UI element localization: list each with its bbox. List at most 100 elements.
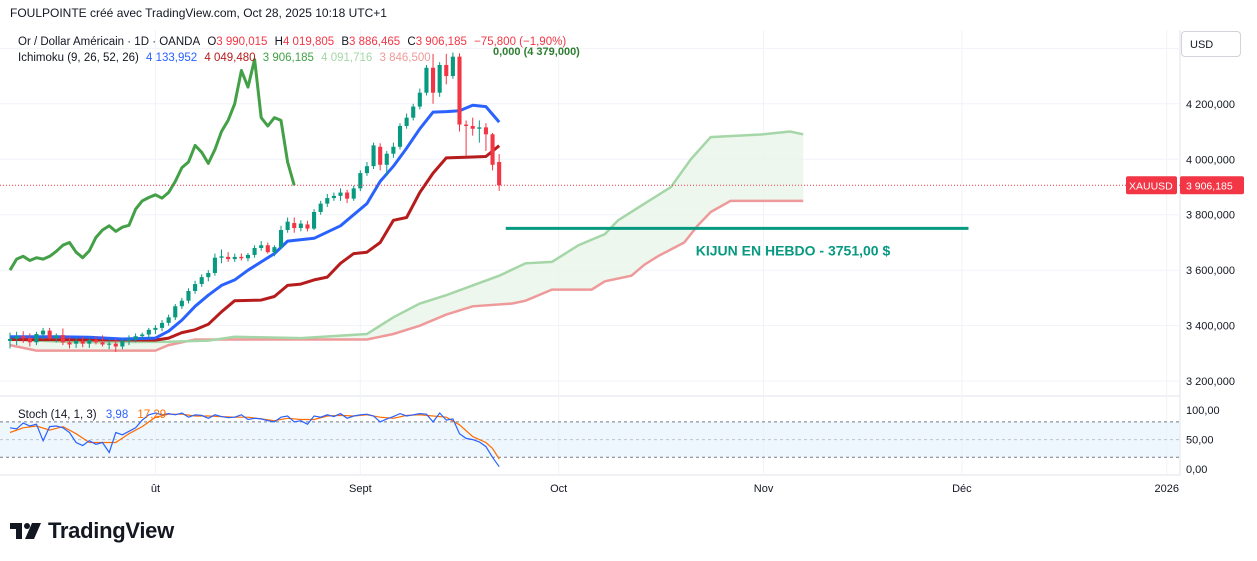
price-legend: Or / Dollar Américain · 1D · OANDA O3 99… xyxy=(18,36,570,48)
y-tick-label: 3 600,000 xyxy=(1186,265,1235,277)
candle-body xyxy=(371,145,376,167)
candle-body xyxy=(7,338,13,341)
change-value: −75,800 (−1,90%) xyxy=(474,36,567,48)
candle-body xyxy=(186,290,191,301)
candle-body xyxy=(312,211,317,229)
lagging-span-line xyxy=(8,57,296,271)
candle-body xyxy=(378,146,383,165)
open-number: 3 990,015 xyxy=(216,36,268,48)
candle-body xyxy=(140,334,145,337)
candle-body xyxy=(477,127,482,129)
candle-body xyxy=(470,125,475,129)
ichimoku-cloud xyxy=(10,131,804,351)
candle-body xyxy=(457,56,462,125)
x-tick-label: Nov xyxy=(754,483,774,495)
high-label: H xyxy=(274,36,283,48)
symbol-badge-label: XAUUSD xyxy=(1129,180,1173,192)
x-tick-label: ût xyxy=(151,483,160,495)
close-label: C xyxy=(407,36,416,48)
candle-body xyxy=(490,134,495,165)
x-tick-label: 2026 xyxy=(1155,483,1179,495)
candle-body xyxy=(265,245,270,253)
candle-body xyxy=(497,162,502,186)
candle-body xyxy=(338,192,343,196)
price-badge xyxy=(1180,176,1244,195)
candle-body xyxy=(199,277,204,285)
candle-body xyxy=(166,317,171,323)
candle-body xyxy=(252,248,257,255)
leading-span-b-line xyxy=(9,199,804,352)
y-tick-label: 3 400,000 xyxy=(1186,321,1235,333)
candle-body xyxy=(14,336,19,339)
candle-body xyxy=(226,256,231,260)
candle-body xyxy=(245,254,251,259)
chart-header: FOULPOINTE créé avec TradingView.com, Oc… xyxy=(10,6,387,20)
ichimoku-value-1: 4 133,952 xyxy=(146,52,198,64)
stoch-d-value: 17,29 xyxy=(137,409,167,421)
candle-body xyxy=(444,64,449,77)
candle-body xyxy=(54,335,59,339)
x-tick-label: Sept xyxy=(349,483,372,495)
brand-name: TradingView xyxy=(48,518,174,543)
candle-body xyxy=(424,67,429,93)
base-line xyxy=(9,144,501,342)
tradingview-logo: TradingView xyxy=(10,518,174,544)
ichimoku-label: Ichimoku (9, 26, 52, 26) xyxy=(18,52,139,64)
candle-body xyxy=(305,224,310,229)
candle-body xyxy=(292,223,297,229)
ichimoku-legend: Ichimoku (9, 26, 52, 26) 4 133,952 4 049… xyxy=(18,52,435,64)
stoch-y-tick-label: 50,00 xyxy=(1186,435,1214,447)
candle-body xyxy=(67,342,72,345)
symbol-badge xyxy=(1126,176,1177,195)
candle-body xyxy=(325,198,330,204)
candle-body xyxy=(431,67,436,93)
conversion-line xyxy=(10,103,501,341)
candle-body xyxy=(404,117,409,126)
y-tick-label: 3 200,000 xyxy=(1186,376,1235,388)
stoch-k-value: 3,98 xyxy=(105,409,129,421)
candle-body xyxy=(259,245,264,249)
candle-body xyxy=(159,322,165,328)
low-number: 3 886,465 xyxy=(349,36,401,48)
candle-body xyxy=(239,256,244,259)
x-tick-label: Oct xyxy=(550,483,567,495)
kijun-annotation: KIJUN EN HEBDO - 3751,00 $ xyxy=(696,242,891,258)
ichimoku-value-4: 4 091,716 xyxy=(321,52,373,64)
high-value: H4 019,805 xyxy=(275,36,334,48)
candle-body xyxy=(345,192,350,199)
y-tick-label: 4 000,000 xyxy=(1186,154,1235,166)
open-value: O3 990,015 xyxy=(207,36,267,48)
candle-body xyxy=(384,153,389,165)
open-label: O xyxy=(207,36,217,48)
candle-body xyxy=(100,342,105,345)
ichimoku-value-2: 4 049,480 xyxy=(204,52,256,64)
ichimoku-value-5: 3 846,500 xyxy=(379,52,431,64)
currency-button[interactable]: USD xyxy=(1181,31,1241,57)
stoch-k-line xyxy=(9,412,500,468)
candle-body xyxy=(411,106,416,118)
candle-body xyxy=(47,330,52,339)
candle-body xyxy=(60,335,65,343)
candle-body xyxy=(219,256,224,258)
candle-body xyxy=(179,300,184,307)
stoch-legend: Stoch (14, 1, 3) 3,98 17,29 xyxy=(18,409,166,421)
candle-body xyxy=(120,340,125,347)
candle-body xyxy=(318,203,323,212)
candle-body xyxy=(358,173,363,189)
low-label: B xyxy=(341,36,350,48)
y-tick-label: 4 200,000 xyxy=(1186,99,1235,111)
candle-body xyxy=(107,343,112,345)
x-tick-label: Déc xyxy=(952,483,972,495)
candle-body xyxy=(93,340,98,343)
candle-body xyxy=(464,124,469,126)
price-badge-label: 3 906,185 xyxy=(1186,180,1233,192)
candle-body xyxy=(212,257,217,273)
overlap-label: 0,000 (4 379,000) xyxy=(493,46,580,58)
stoch-label: Stoch (14, 1, 3) xyxy=(18,409,97,421)
candle-body xyxy=(272,247,277,253)
candle-body xyxy=(146,329,151,335)
high-number: 4 019,805 xyxy=(282,36,335,48)
candle-body xyxy=(34,333,39,343)
ichimoku-value-3: 3 906,185 xyxy=(262,52,314,64)
